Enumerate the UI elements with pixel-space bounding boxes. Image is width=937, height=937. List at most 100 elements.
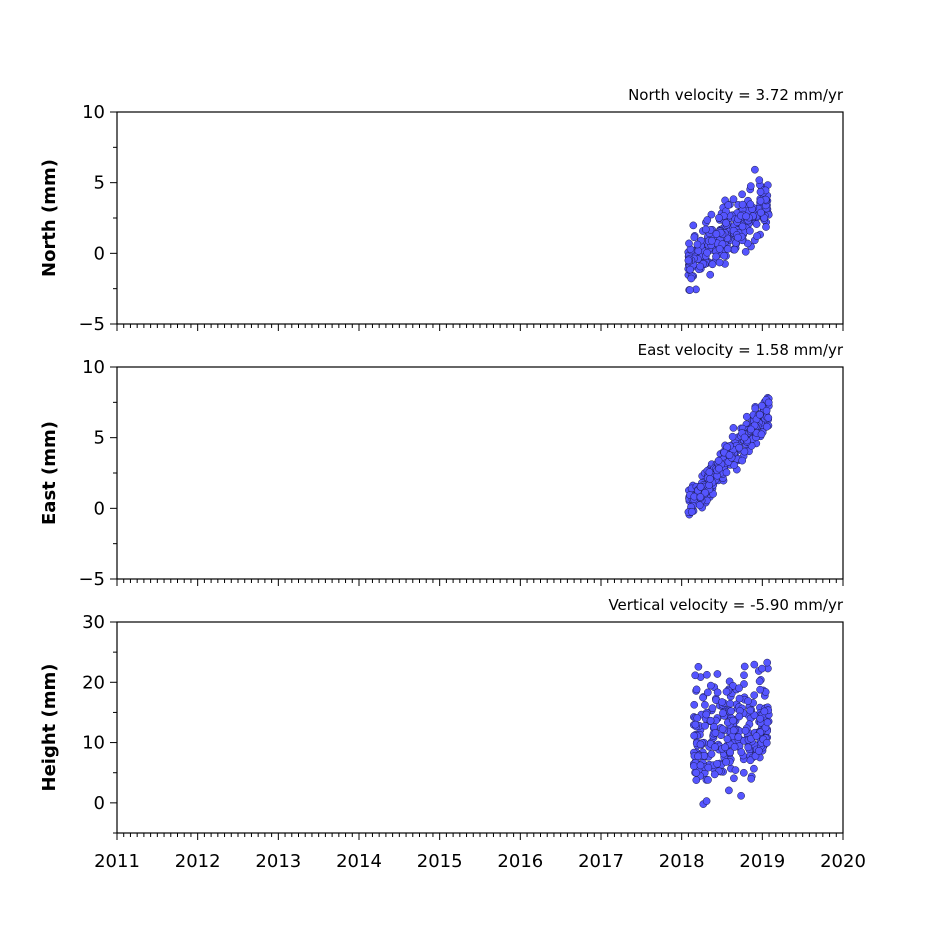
data-point (718, 698, 726, 706)
data-point (755, 176, 764, 184)
data-point (741, 247, 750, 256)
data-point (694, 247, 703, 255)
data-point (730, 743, 739, 751)
y-tick-label: 5 (94, 173, 105, 194)
x-tick-label: 2017 (578, 851, 624, 872)
data-point (729, 195, 738, 204)
data-point (692, 776, 701, 784)
x-tick-label: 2020 (820, 851, 866, 872)
data-point (730, 461, 738, 470)
data-point (725, 786, 733, 795)
data-point (746, 706, 755, 715)
data-point (753, 232, 761, 240)
data-point (686, 286, 694, 294)
data-point (690, 762, 698, 770)
data-point (703, 248, 711, 257)
data-point (741, 726, 750, 735)
data-point (734, 733, 743, 741)
data-point (752, 220, 761, 228)
data-point (715, 245, 724, 253)
data-point (756, 685, 764, 694)
data-point (764, 398, 773, 407)
y-tick-label: 20 (82, 672, 105, 693)
data-point (711, 743, 719, 751)
data-point (724, 201, 733, 209)
data-point (758, 664, 766, 673)
data-point (705, 468, 714, 476)
data-point (713, 688, 722, 697)
data-point (708, 704, 717, 712)
data-point (762, 223, 770, 231)
data-point (704, 776, 712, 784)
data-point (726, 748, 735, 757)
data-point (750, 691, 759, 700)
data-point (693, 714, 702, 722)
data-point (747, 425, 755, 434)
data-point (725, 451, 734, 460)
data-point (746, 200, 755, 209)
data-point (715, 214, 723, 222)
data-point (742, 412, 751, 421)
data-point (715, 258, 724, 267)
y-tick-label: 0 (94, 498, 105, 519)
y-tick-label: 5 (94, 428, 105, 449)
data-point (690, 700, 699, 709)
x-tick-label: 2018 (659, 851, 705, 872)
data-point (712, 230, 721, 238)
data-point (712, 252, 720, 261)
data-point (696, 493, 705, 501)
data-point (746, 182, 755, 190)
data-point (710, 770, 719, 779)
scatter-series (684, 393, 773, 519)
data-point (740, 662, 749, 671)
y-tick-label: 0 (94, 793, 105, 814)
data-point (696, 482, 705, 491)
data-point (740, 433, 749, 442)
data-point (739, 768, 748, 777)
data-point (752, 732, 761, 740)
data-point (722, 758, 730, 766)
data-point (701, 225, 710, 234)
data-point (746, 227, 754, 235)
data-point (757, 430, 766, 439)
data-point (696, 262, 705, 271)
data-point (757, 401, 766, 410)
data-point (685, 239, 693, 248)
data-point (684, 256, 693, 265)
data-point (731, 766, 740, 774)
data-point (722, 468, 731, 477)
data-point (702, 710, 711, 719)
data-point (687, 274, 696, 283)
data-point (701, 721, 709, 730)
data-point (704, 763, 713, 772)
data-point (711, 729, 720, 737)
y-tick-label: 10 (82, 102, 105, 123)
panel-title: North velocity = 3.72 mm/yr (628, 86, 844, 104)
data-point (707, 236, 716, 245)
data-point (722, 219, 730, 227)
data-point (763, 718, 772, 727)
data-point (738, 222, 747, 231)
data-point (762, 422, 771, 431)
data-point (735, 684, 743, 693)
y-tick-label: 0 (94, 243, 105, 264)
y-tick-label: 10 (82, 733, 105, 754)
data-point (706, 270, 715, 279)
data-point (730, 245, 739, 254)
panel-1: North velocity = 3.72 mm/yr North (mm) −5 0… (39, 86, 844, 335)
data-point (691, 671, 700, 680)
data-point (692, 768, 701, 777)
data-point (695, 501, 704, 510)
data-point (751, 165, 759, 174)
data-point (703, 688, 712, 697)
data-point (707, 750, 716, 758)
data-point (689, 221, 698, 230)
data-point (690, 233, 699, 242)
data-point (737, 791, 745, 800)
data-point (735, 712, 744, 721)
data-point (735, 694, 744, 703)
data-point (701, 701, 709, 709)
data-point (763, 658, 772, 667)
data-point (703, 216, 712, 224)
x-tick-label: 2011 (94, 851, 140, 872)
